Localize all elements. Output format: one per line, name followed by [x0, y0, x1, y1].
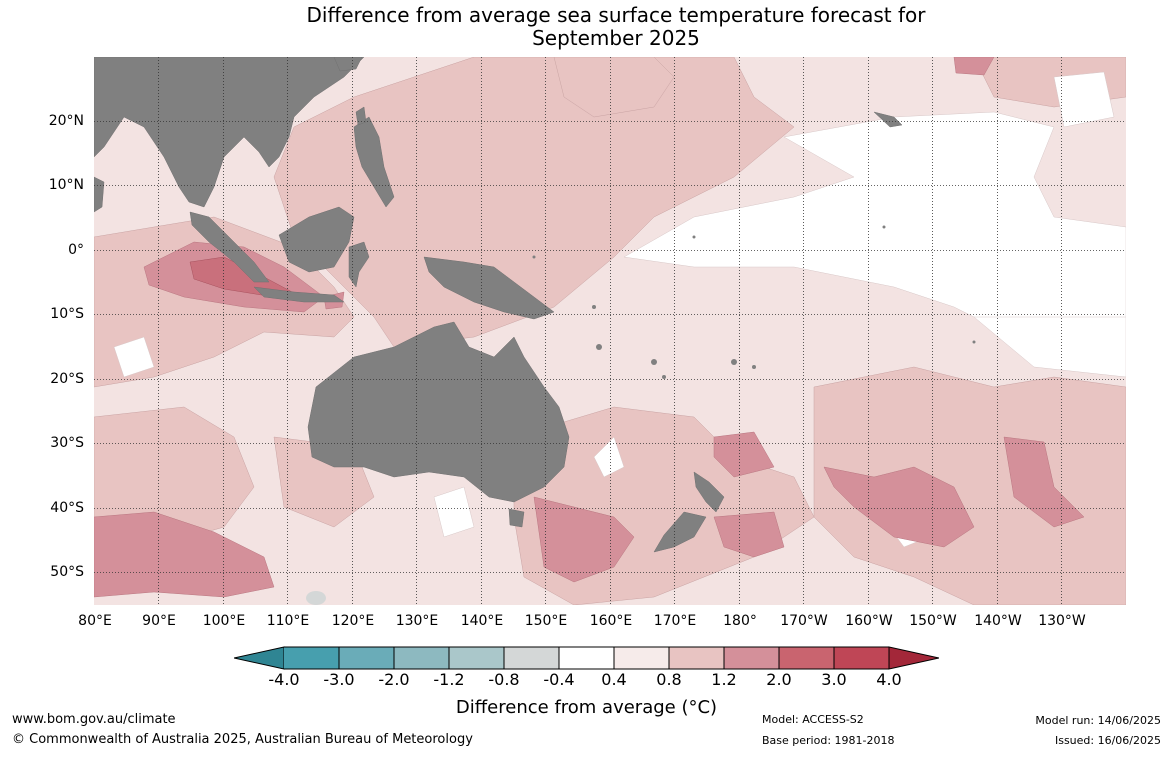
- colorbar-tick: -0.4: [543, 670, 575, 689]
- colorbar-tick: -1.2: [433, 670, 465, 689]
- small-islands: [532, 225, 976, 379]
- colorbar-tick: 0.8: [656, 670, 682, 689]
- colorbar-segment: [284, 647, 339, 669]
- base-period-text: Base period: 1981-2018: [762, 734, 895, 747]
- title-line-1: Difference from average sea surface temp…: [306, 3, 926, 27]
- lon-label-110e: 110°E: [266, 613, 310, 629]
- asia-mainland: [94, 57, 365, 208]
- colorbar-tick: 1.2: [711, 670, 737, 689]
- lon-label-90e: 90°E: [142, 613, 176, 629]
- lat-label-20s: 20°S: [50, 371, 84, 387]
- india-tip: [94, 176, 105, 213]
- colorbar-low-arrow: [233, 646, 285, 670]
- colorbar-segment: [559, 647, 614, 669]
- model-run-text: Model run: 14/06/2025: [1035, 714, 1161, 727]
- colorbar-title: Difference from average (°C): [455, 697, 718, 718]
- colorbar-segment: [779, 647, 834, 669]
- colorbar-segment: [394, 647, 449, 669]
- lon-label-100e: 100°E: [202, 613, 246, 629]
- colorbar-segment: [504, 647, 559, 669]
- lon-label-140e: 140°E: [460, 613, 504, 629]
- colorbar: [233, 646, 940, 670]
- colorbar-segment: [614, 647, 669, 669]
- colorbar-tick: 2.0: [766, 670, 792, 689]
- website-link[interactable]: www.bom.gov.au/climate: [12, 712, 176, 727]
- lon-label-130w: 130°W: [1038, 613, 1086, 629]
- lat-label-10s: 10°S: [50, 306, 84, 322]
- new-zealand-north: [693, 471, 725, 513]
- lon-label-170w: 170°W: [780, 613, 828, 629]
- lon-label-120e: 120°E: [331, 613, 375, 629]
- lon-label-80e: 80°E: [78, 613, 112, 629]
- lon-label-140w: 140°W: [974, 613, 1022, 629]
- lat-label-10n: 10°N: [48, 177, 84, 193]
- colorbar-segment: [339, 647, 394, 669]
- colorbar-tick: -3.0: [323, 670, 355, 689]
- lon-label-160e: 160°E: [589, 613, 633, 629]
- title-line-2: September 2025: [532, 26, 700, 50]
- colorbar-tick: -4.0: [268, 670, 300, 689]
- lat-label-20n: 20°N: [48, 113, 84, 129]
- lat-label-40s: 40°S: [50, 500, 84, 516]
- lon-label-170e: 170°E: [653, 613, 697, 629]
- philippines: [353, 116, 395, 208]
- colorbar-tick: -0.8: [488, 670, 520, 689]
- colorbar-tick: 0.4: [601, 670, 627, 689]
- lat-label-30s: 30°S: [50, 435, 84, 451]
- new-guinea: [423, 256, 555, 320]
- colorbar-segment: [449, 647, 504, 669]
- new-zealand-south: [653, 511, 707, 553]
- landmass: [94, 57, 903, 553]
- lon-label-150e: 150°E: [524, 613, 568, 629]
- colorbar-segment: [834, 647, 889, 669]
- hawaii: [873, 111, 903, 128]
- issued-text: Issued: 16/06/2025: [1054, 734, 1161, 747]
- map-title: Difference from average sea surface temp…: [0, 4, 1173, 50]
- colorbar-tick: 3.0: [821, 670, 847, 689]
- colorbar-segment: [724, 647, 779, 669]
- japan-fragment: [333, 57, 363, 72]
- colorbar-tick: 4.0: [876, 670, 902, 689]
- lon-label-130e: 130°E: [395, 613, 439, 629]
- lat-label-0: 0°: [68, 242, 84, 258]
- tasmania: [508, 508, 525, 528]
- copyright-text: © Commonwealth of Australia 2025, Austra…: [12, 732, 473, 747]
- sumatra: [189, 211, 270, 283]
- colorbar-tick: -2.0: [378, 670, 410, 689]
- sulawesi: [348, 241, 370, 288]
- sst-anomaly-map: [94, 57, 1126, 605]
- sea-ice-patch: [306, 591, 326, 605]
- model-text: Model: ACCESS-S2: [762, 713, 864, 726]
- java: [253, 286, 345, 303]
- colorbar-high-arrow: [888, 646, 940, 670]
- lon-label-160w: 160°W: [845, 613, 893, 629]
- graticule: [94, 57, 1126, 605]
- colorbar-segment: [669, 647, 724, 669]
- lon-label-180: 180°: [723, 613, 757, 629]
- australia: [307, 321, 570, 503]
- lat-label-50s: 50°S: [50, 564, 84, 580]
- taiwan: [355, 106, 367, 126]
- lon-label-150w: 150°W: [909, 613, 957, 629]
- borneo: [278, 206, 355, 273]
